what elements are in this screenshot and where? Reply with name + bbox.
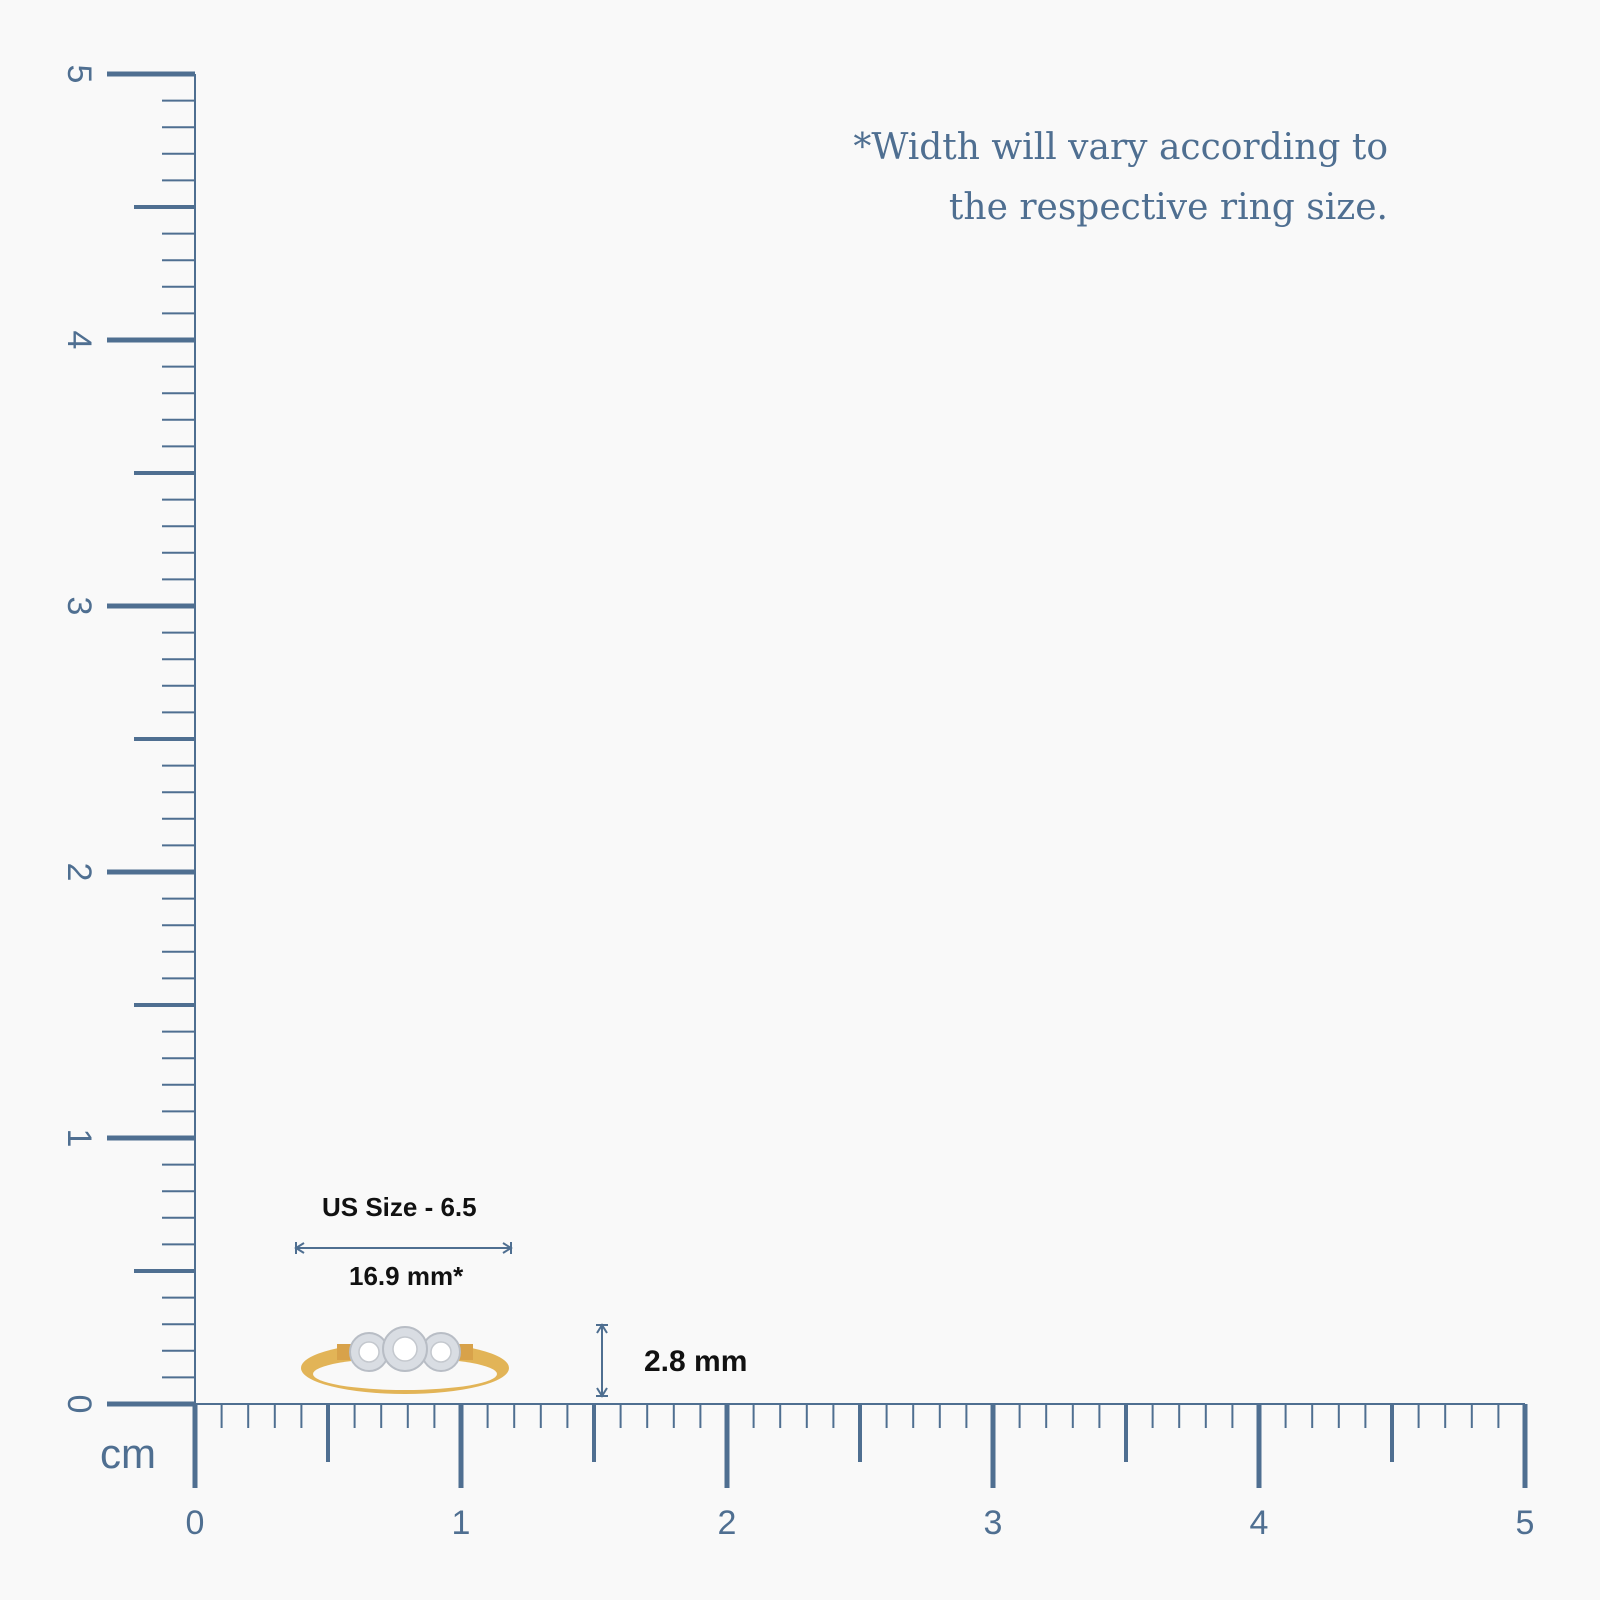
horizontal-ruler-ticks (192, 1403, 1528, 1488)
vertical-ruler-label: 2 (60, 863, 98, 882)
vertical-ruler-label: 0 (60, 1395, 98, 1414)
width-note-line-2: the respective ring size. (948, 187, 1388, 228)
horizontal-ruler-label: 1 (452, 1504, 471, 1542)
vertical-ruler-ticks (107, 71, 196, 1407)
horizontal-ruler-label: 3 (984, 1504, 1003, 1542)
vertical-ruler-label: 3 (60, 597, 98, 616)
horizontal-ruler-label: 0 (186, 1504, 205, 1542)
width-dimension-line (294, 1242, 513, 1254)
unit-label: cm (100, 1430, 156, 1477)
ring-size-label: US Size - 6.5 (322, 1192, 477, 1222)
vertical-ruler-label: 5 (60, 65, 98, 84)
vertical-ruler-labels: 0 1 2 3 4 5 (60, 65, 98, 1414)
ring-image (301, 1326, 509, 1394)
vertical-ruler-label: 1 (60, 1129, 98, 1148)
width-note-line-1: *Width will vary according to (853, 127, 1388, 168)
height-dimension-line (596, 1323, 608, 1398)
horizontal-ruler-labels: 0 1 2 3 4 5 (186, 1504, 1535, 1542)
ring-height-label: 2.8 mm (644, 1345, 748, 1378)
ring-width-label: 16.9 mm* (349, 1261, 464, 1291)
horizontal-ruler-label: 5 (1516, 1504, 1535, 1542)
width-note: *Width will vary according to the respec… (853, 118, 1388, 238)
horizontal-ruler-label: 4 (1250, 1504, 1269, 1542)
horizontal-ruler-label: 2 (718, 1504, 737, 1542)
vertical-ruler-label: 4 (60, 331, 98, 350)
